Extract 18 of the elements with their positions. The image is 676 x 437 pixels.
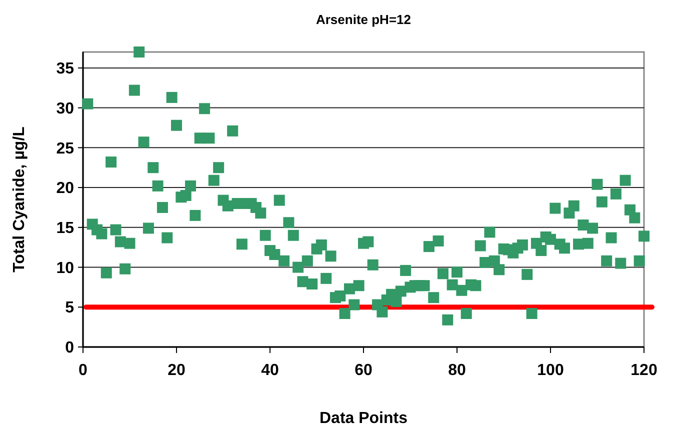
y-tick-label: 20 — [56, 180, 74, 198]
y-tick-label: 30 — [56, 100, 74, 118]
x-tick-label: 40 — [261, 362, 279, 379]
y-axis-title: Total Cyanide, µg/L — [11, 126, 28, 272]
y-tick-label: 5 — [65, 300, 74, 317]
y-tick-label: 10 — [56, 260, 74, 277]
x-tick-label: 80 — [448, 362, 466, 379]
x-axis-title: Data Points — [319, 410, 408, 427]
chart-title: Arsenite pH=12 — [316, 12, 412, 27]
x-tick-label: 120 — [630, 362, 658, 379]
y-tick-label: 35 — [56, 60, 74, 78]
x-tick-label: 20 — [168, 362, 186, 379]
x-tick-label: 0 — [78, 362, 88, 379]
y-tick-label: 15 — [56, 220, 74, 238]
y-tick-label: 0 — [65, 340, 74, 357]
x-tick-label: 60 — [354, 362, 372, 379]
x-tick-label: 100 — [537, 362, 564, 379]
y-tick-label: 25 — [56, 140, 74, 158]
